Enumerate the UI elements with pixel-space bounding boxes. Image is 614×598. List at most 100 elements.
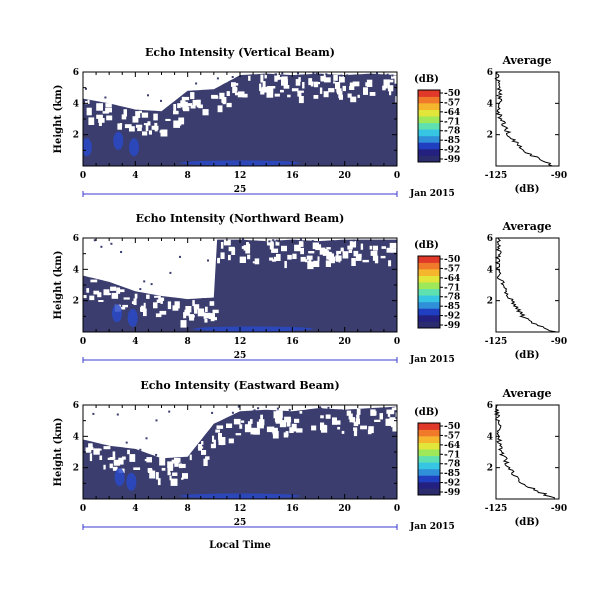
colorbar-tick-label: -57 <box>444 264 460 274</box>
nodata-gap <box>349 85 355 90</box>
colorbar-frame <box>417 89 441 163</box>
nodata-gap <box>373 245 378 251</box>
nodata-gap <box>305 259 308 263</box>
nodata-gap <box>170 478 178 486</box>
nodata-gap <box>256 421 264 428</box>
date-tick-label: 25 <box>234 518 247 528</box>
nodata-gap <box>339 76 345 83</box>
nodata-gap <box>105 108 112 113</box>
nodata-gap <box>395 412 397 417</box>
nodata-gap <box>138 110 142 114</box>
nodata-gap <box>228 254 231 261</box>
nodata-gap <box>192 300 195 307</box>
nodata-gap <box>127 449 130 455</box>
echo-speck <box>169 271 172 274</box>
nodata-gap <box>387 85 394 92</box>
echo-patch-2 <box>193 326 314 332</box>
echo-speck <box>139 288 142 291</box>
nodata-gap <box>186 103 193 107</box>
nodata-gap <box>395 96 397 103</box>
colorbar-tick-label: -85 <box>444 136 460 146</box>
nodata-gap <box>319 87 323 94</box>
x-tick-label: 20 <box>338 171 351 181</box>
nodata-gap <box>300 256 306 262</box>
nodata-gap <box>294 418 300 423</box>
colorbar-swatch <box>418 116 440 124</box>
nodata-gap <box>322 250 330 256</box>
nodata-gap <box>121 307 126 310</box>
colorbar-swatch <box>418 301 440 309</box>
nodata-gap <box>329 256 335 264</box>
nodata-gap <box>153 302 158 309</box>
average-x-tick-label: -90 <box>551 171 567 181</box>
nodata-gap <box>218 437 223 442</box>
nodata-gap <box>333 74 338 81</box>
nodata-gap <box>188 315 195 318</box>
echo-speck <box>147 94 149 97</box>
nodata-gap <box>353 427 358 431</box>
echo-patch-0 <box>127 308 138 327</box>
nodata-gap <box>233 418 241 425</box>
nodata-gap <box>122 456 126 460</box>
echo-speck <box>272 239 275 242</box>
nodata-gap <box>106 115 113 121</box>
echo-speck <box>386 73 389 76</box>
nodata-gap <box>235 433 242 436</box>
y-tick-label: 6 <box>73 234 79 244</box>
echo-speck <box>288 408 291 411</box>
nodata-gap <box>271 259 277 262</box>
nodata-gap <box>353 250 359 257</box>
nodata-gap <box>129 126 135 132</box>
echo-speck <box>179 255 181 258</box>
nodata-gap <box>203 458 208 466</box>
nodata-gap <box>182 473 188 479</box>
nodata-gap <box>342 251 349 259</box>
nodata-gap <box>146 457 152 463</box>
nodata-gap <box>160 297 163 304</box>
nodata-gap <box>213 317 217 321</box>
nodata-gap <box>173 110 179 115</box>
echo-speck <box>231 411 234 414</box>
y-axis-label: Height (km) <box>53 418 64 487</box>
nodata-gap <box>98 122 102 126</box>
nodata-gap <box>284 261 287 269</box>
nodata-gap <box>96 114 103 119</box>
nodata-gap <box>242 93 248 98</box>
nodata-gap <box>299 411 303 414</box>
nodata-gap <box>340 247 344 252</box>
colorbar-unit: (dB) <box>414 74 439 85</box>
nodata-gap <box>387 79 394 83</box>
nodata-gap <box>226 91 230 96</box>
nodata-gap <box>368 426 374 434</box>
nodata-gap <box>269 244 274 250</box>
nodata-gap <box>349 82 356 87</box>
nodata-gap <box>218 433 222 440</box>
nodata-gap <box>181 101 188 108</box>
date-tick-label: 25 <box>234 185 247 195</box>
colorbar-tick-label: -50 <box>444 255 460 265</box>
nodata-gap <box>348 249 353 253</box>
echo-coverage-region <box>83 73 397 166</box>
nodata-gap <box>203 312 206 319</box>
nodata-gap <box>306 255 313 260</box>
date-label: Jan 2015 <box>409 355 455 365</box>
echo-speck <box>145 437 148 440</box>
x-tick-label: 16 <box>286 504 299 514</box>
average-x-tick-label: -125 <box>485 504 508 514</box>
nodata-gap <box>394 77 397 84</box>
echo-speck <box>202 298 204 300</box>
average-y-tick-label: 2 <box>487 131 493 141</box>
nodata-gap <box>174 301 180 309</box>
nodata-gap <box>90 446 94 450</box>
nodata-gap <box>320 422 325 431</box>
nodata-gap <box>286 418 292 423</box>
nodata-gap <box>283 85 290 89</box>
nodata-gap <box>266 86 274 93</box>
echo-speck <box>168 410 171 413</box>
nodata-gap <box>325 414 331 419</box>
nodata-gap <box>313 260 320 267</box>
nodata-gap <box>223 239 231 246</box>
nodata-gap <box>137 128 142 132</box>
colorbar-swatch <box>418 295 440 303</box>
nodata-gap <box>266 426 274 433</box>
